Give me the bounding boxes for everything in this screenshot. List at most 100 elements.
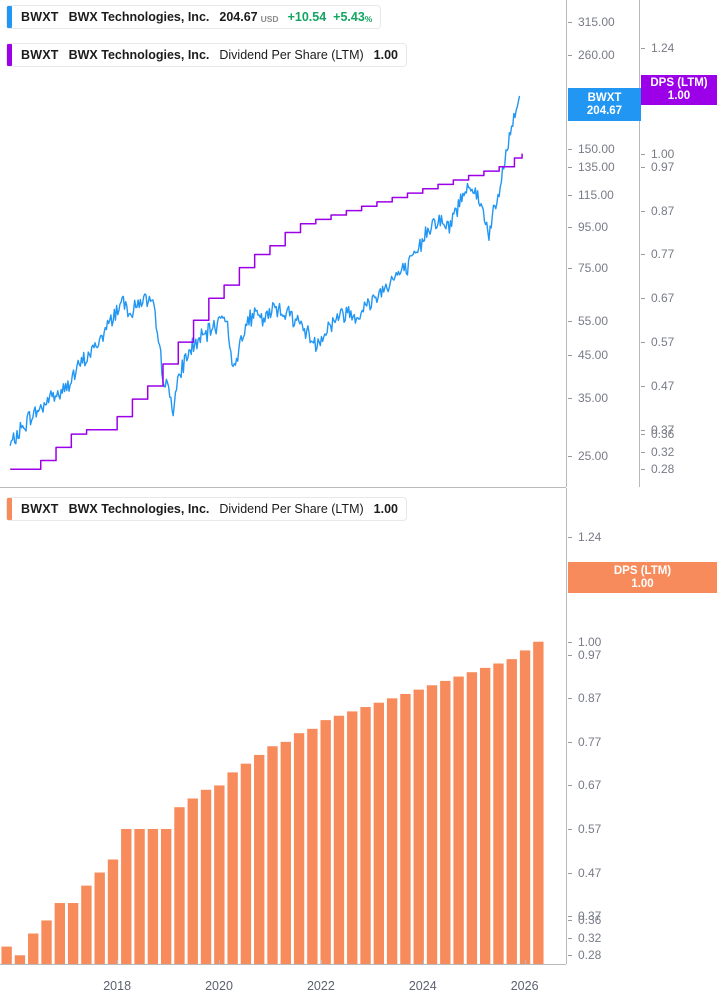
- axis-tick-label: 0.67: [578, 778, 602, 793]
- x-axis-tick: [524, 960, 526, 965]
- axis-tick-label: 0.32: [578, 930, 602, 945]
- axis-tick-label: 1.24: [651, 41, 675, 56]
- dividend-bar: [347, 711, 358, 964]
- dividend-bar: [400, 693, 411, 964]
- dividend-bar: [227, 772, 238, 964]
- legend-ticker: BWXT: [21, 10, 59, 24]
- dividend-bar: [240, 763, 252, 964]
- axis-tick-mark: [568, 785, 572, 787]
- x-axis-line: [0, 964, 566, 965]
- axis-tick-label: 25.00: [578, 449, 609, 464]
- axis-tick-mark: [568, 54, 572, 56]
- dps-axis-separator-bottom[interactable]: [566, 488, 567, 964]
- dividend-bar: [333, 715, 345, 964]
- legend-change-percent: +5.43: [333, 10, 365, 24]
- dividend-overlay-line: [10, 153, 523, 470]
- percent-sign: %: [364, 14, 373, 24]
- axis-tick-mark: [641, 385, 645, 387]
- badge-value: 1.00: [667, 90, 691, 102]
- dividend-bar: [81, 885, 92, 964]
- dividend-bar: [440, 680, 451, 964]
- dps-axis-badge-bottom[interactable]: DPS (LTM) 1.00: [568, 562, 717, 593]
- legend-color-swatch-dividend: [7, 498, 12, 520]
- x-axis-label: 2020: [205, 979, 233, 993]
- axis-tick-mark: [641, 166, 645, 168]
- axis-tick-label: 0.37: [651, 422, 675, 437]
- dps-axis-separator-top[interactable]: [639, 0, 640, 487]
- dps-axis-badge-top[interactable]: DPS (LTM) 1.00: [641, 75, 717, 105]
- price-line: [9, 95, 521, 446]
- legend-last-value: 1.00: [373, 502, 398, 516]
- dividend-bar: [519, 650, 531, 964]
- dividend-bar: [506, 659, 517, 964]
- dividend-bar: [426, 685, 438, 964]
- axis-tick-mark: [641, 342, 645, 344]
- badge-title: DPS (LTM): [650, 77, 708, 89]
- axis-tick-mark: [568, 456, 572, 458]
- axis-tick-label: 1.00: [578, 634, 602, 649]
- axis-tick-mark: [568, 955, 572, 957]
- axis-tick-mark: [568, 398, 572, 400]
- dividend-bar: [214, 785, 225, 964]
- axis-tick-mark: [641, 451, 645, 453]
- axis-tick-label: 260.00: [578, 47, 615, 62]
- axis-tick-label: 0.47: [578, 865, 602, 880]
- legend-company-name: BWX Technologies, Inc.: [68, 10, 210, 24]
- dividend-bar: [254, 754, 265, 964]
- axis-tick-mark: [568, 355, 572, 357]
- dividend-bar: [107, 859, 119, 964]
- axis-tick-mark: [641, 153, 645, 155]
- axis-tick-label: 0.28: [651, 462, 675, 477]
- axis-tick-label: 1.00: [651, 146, 675, 161]
- price-axis-badge[interactable]: BWXT 204.67: [568, 88, 641, 121]
- dividend-bar: [67, 903, 79, 964]
- legend-company-name: BWX Technologies, Inc.: [68, 502, 210, 516]
- x-axis-label: 2026: [510, 979, 539, 993]
- dividend-bar: [121, 828, 132, 964]
- badge-value: 204.67: [586, 104, 623, 117]
- axis-tick-label: 0.97: [578, 647, 602, 662]
- dividend-bar: [134, 828, 145, 964]
- axis-tick-label: 0.77: [578, 734, 602, 749]
- axis-tick-label: 0.87: [651, 203, 675, 218]
- axis-tick-mark: [641, 254, 645, 256]
- axis-tick-label: 0.28: [578, 948, 602, 963]
- axis-tick-mark: [568, 227, 572, 229]
- dividend-bar: [533, 641, 544, 964]
- legend-last-price: 204.67: [219, 10, 258, 24]
- axis-tick-mark: [568, 920, 572, 922]
- dividend-bar: [14, 955, 26, 964]
- axis-tick-mark: [568, 267, 572, 269]
- dividend-bar: [453, 676, 464, 964]
- legend-dividend-overlay[interactable]: BWXT BWX Technologies, Inc. Dividend Per…: [6, 43, 407, 67]
- dividend-bar: [160, 828, 172, 964]
- dividend-bar: [200, 789, 212, 964]
- axis-tick-label: 55.00: [578, 314, 609, 329]
- dividend-bar: [28, 933, 39, 964]
- legend-company-name: BWX Technologies, Inc.: [68, 48, 210, 62]
- axis-tick-mark: [641, 298, 645, 300]
- x-axis-tick: [117, 960, 119, 965]
- dividend-bar: [373, 702, 385, 964]
- x-axis-tick: [320, 960, 322, 965]
- price-axis-separator[interactable]: [566, 0, 567, 487]
- pane-divider[interactable]: [0, 487, 566, 488]
- dividend-bar: [493, 663, 504, 964]
- axis-tick-mark: [568, 149, 572, 151]
- dividend-bar: [307, 728, 318, 964]
- dividend-bar: [267, 746, 278, 964]
- x-axis-label: 2018: [103, 979, 132, 993]
- legend-dividend-pane[interactable]: BWXT BWX Technologies, Inc. Dividend Per…: [6, 497, 407, 521]
- axis-tick-label: 115.00: [578, 187, 614, 202]
- axis-tick-label: 0.32: [651, 444, 675, 459]
- axis-tick-label: 45.00: [578, 348, 609, 363]
- dividend-bar: [466, 672, 478, 964]
- axis-tick-label: 0.47: [651, 378, 675, 393]
- axis-tick-label: 0.87: [578, 691, 602, 706]
- legend-ticker: BWXT: [21, 48, 59, 62]
- legend-price-series[interactable]: BWXT BWX Technologies, Inc. 204.67 USD +…: [6, 5, 382, 29]
- legend-ticker: BWXT: [21, 502, 59, 516]
- axis-tick-label: 315.00: [578, 15, 615, 30]
- axis-tick-label: 0.57: [651, 335, 675, 350]
